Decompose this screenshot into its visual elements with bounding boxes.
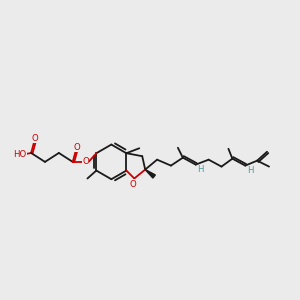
Text: H: H	[197, 165, 204, 174]
Text: O: O	[130, 180, 137, 189]
Text: HO: HO	[13, 151, 26, 160]
Text: O: O	[82, 158, 89, 166]
Text: O: O	[73, 142, 80, 152]
Polygon shape	[145, 169, 155, 178]
Text: H: H	[247, 166, 253, 175]
Text: O: O	[32, 134, 38, 142]
